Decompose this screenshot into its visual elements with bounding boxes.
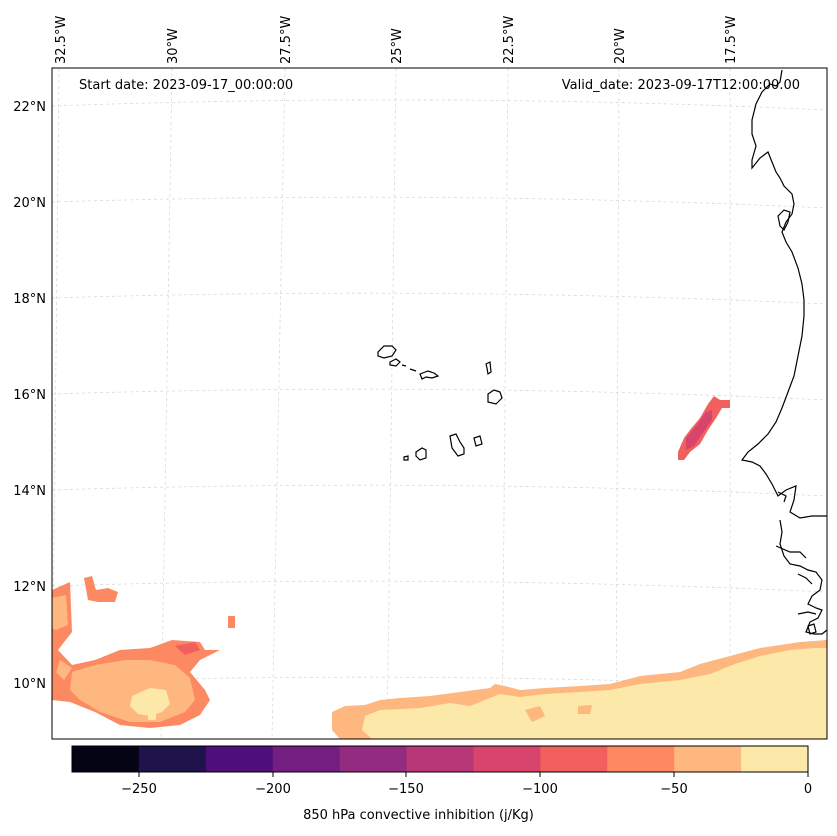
lon-label-30w: 30°W [166, 28, 181, 64]
lon-label-325w: 32.5°W [54, 16, 69, 64]
gridline-20w [615, 67, 620, 740]
lat-label-12n: 12°N [13, 580, 46, 595]
coast-island-bijagos [807, 623, 817, 635]
colorbar-segment [339, 746, 408, 772]
map-background [52, 68, 827, 739]
lon-label-175w: 17.5°W [724, 16, 739, 64]
gridline-22n [51, 99, 828, 111]
lon-label-25w: 25°W [390, 28, 405, 64]
island-sal [485, 361, 492, 376]
coast-inlet-4 [797, 611, 817, 615]
start-date-label: Start date: 2023-09-17_00:00:00 [79, 78, 294, 93]
gridline-16n [51, 388, 828, 401]
gridline-275w [271, 67, 286, 740]
cin-region-sw-dot [228, 616, 235, 628]
island-brava [403, 455, 409, 461]
lat-label-22n: 22°N [13, 100, 46, 115]
lon-labels: 32.5°W 30°W 27.5°W 25°W 22.5°W 20°W 17.5… [54, 16, 739, 64]
cin-region-sw-red [175, 642, 200, 655]
africa-coastline [740, 69, 827, 519]
colorbar-segment [205, 746, 274, 772]
colorbar-label: 850 hPa convective inhibition (j/Kg) [303, 808, 534, 823]
island-boa-vista [487, 389, 503, 405]
colorbar-segment [138, 746, 207, 772]
cin-region-sw-yellow [130, 688, 170, 720]
island-santo-antao [377, 345, 397, 359]
colorbar-tick-labels: −250 −200 −150 −100 −50 0 [121, 782, 812, 797]
cbar-tick-label-50: −50 [660, 782, 687, 797]
cin-region-south-yellow [362, 648, 827, 739]
island-maio [473, 435, 483, 447]
gridline-30w [160, 67, 173, 740]
cin-region-east-pink [686, 410, 712, 450]
coast-inlet-1 [777, 491, 787, 503]
island-santa-luzia [401, 364, 407, 367]
colorbar-segment [540, 746, 608, 772]
lat-label-16n: 16°N [13, 388, 46, 403]
cin-region-south-orange-spot [525, 705, 592, 722]
cbar-tick-label-0: 0 [804, 782, 812, 797]
lat-label-18n: 18°N [13, 292, 46, 307]
colorbar-segment [674, 746, 742, 772]
island-fogo [415, 447, 427, 461]
colorbar [72, 746, 809, 772]
cin-contours [52, 396, 827, 739]
lon-label-225w: 22.5°W [502, 16, 517, 64]
map-frame [51, 67, 828, 740]
lat-label-14n: 14°N [13, 484, 46, 499]
colorbar-frame [71, 745, 809, 773]
gridline-25w [386, 67, 397, 740]
coast-inlet-2 [775, 545, 807, 559]
colorbar-segment [473, 746, 541, 772]
cbar-tick-label-100: −100 [522, 782, 558, 797]
colorbar-segment [272, 746, 341, 772]
coast-bay-dakhla [777, 209, 791, 232]
gridline-20n [51, 196, 828, 209]
valid-date-label: Valid_date: 2023-09-17T12:00:00.00 [561, 78, 800, 93]
lon-label-275w: 27.5°W [279, 16, 294, 64]
cbar-tick-label-150: −150 [388, 782, 424, 797]
cbar-tick-label-200: −200 [255, 782, 291, 797]
lat-label-20n: 20°N [13, 196, 46, 211]
colorbar-segment [741, 746, 809, 772]
colorbar-segment [72, 746, 140, 772]
lat-labels: 22°N 20°N 18°N 16°N 14°N 12°N 10°N [13, 100, 46, 692]
map-panel [51, 67, 828, 740]
gridline-12n [51, 580, 828, 593]
cbar-tick-label-250: −250 [121, 782, 157, 797]
gridline-14n [51, 484, 828, 497]
coast-inlet-3 [797, 573, 813, 585]
island-santiago [449, 433, 465, 457]
island-sao-vicente [389, 358, 401, 367]
island-sao-nicolau [409, 368, 440, 380]
africa-coastline-south [779, 519, 828, 635]
colorbar-ticks [138, 772, 809, 777]
lon-label-20w: 20°W [613, 28, 628, 64]
gridline-225w [501, 67, 509, 740]
gridline-18n [51, 292, 828, 305]
coastlines [377, 69, 828, 635]
colorbar-segment [406, 746, 474, 772]
cin-region-sw-patch [84, 576, 118, 602]
lat-label-10n: 10°N [13, 677, 46, 692]
colorbar-segment [607, 746, 675, 772]
